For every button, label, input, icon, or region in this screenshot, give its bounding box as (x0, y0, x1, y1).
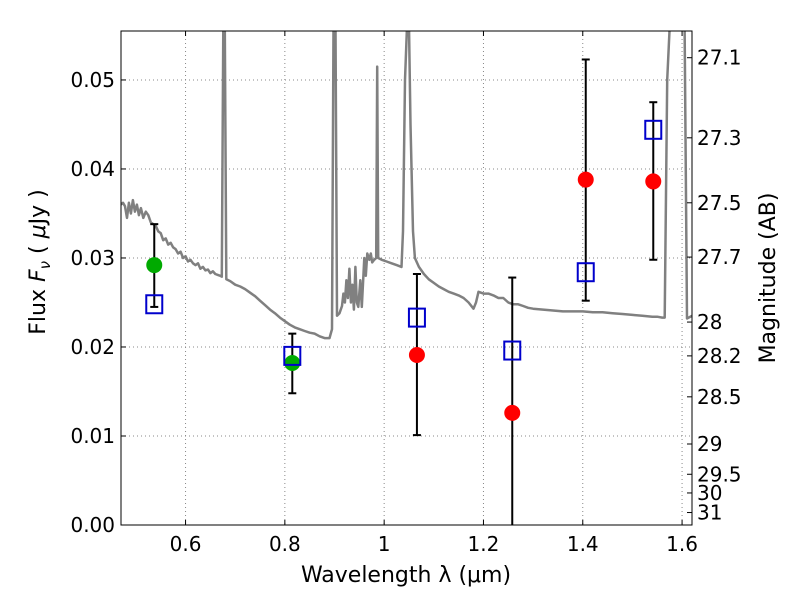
observed-point-green (284, 355, 301, 372)
x-tick-label: 0.8 (269, 532, 301, 556)
model-sed-line (121, 31, 692, 340)
observed-point-red (577, 171, 594, 188)
y2-tick-label: 28.2 (697, 344, 742, 368)
y-tick-label: 0.01 (70, 424, 115, 448)
observed-point-red (408, 346, 425, 363)
y-tick-label: 0.05 (70, 68, 115, 92)
x-tick-label: 1.4 (567, 532, 599, 556)
y-tick-label: 0.04 (70, 157, 115, 181)
model-photometry-square (145, 294, 164, 315)
y2-tick-label: 29.5 (697, 462, 742, 486)
x-tick-label: 1 (378, 532, 391, 556)
error-bar (508, 276, 517, 525)
y2-tick-label: 28 (697, 310, 722, 334)
y2-tick-label: 27.5 (697, 191, 742, 215)
y-tick-label: 0.00 (70, 513, 115, 537)
y2-tick-label: 31 (697, 501, 722, 525)
y2-tick-label: 27.1 (697, 46, 742, 70)
x-axis-label: Wavelength λ (μm) (301, 563, 511, 588)
x-axis: 0.6 0.8 1 1.2 1.4 1.6 (170, 31, 698, 556)
observed-point-red (645, 173, 662, 190)
plot-background (121, 31, 692, 525)
x-tick-label: 1.2 (468, 532, 500, 556)
model-photometry-square (283, 345, 302, 366)
observed-point-red (504, 404, 521, 421)
model-photometry-square (503, 340, 522, 361)
observed-point-green (146, 257, 163, 274)
y-tick-label: 0.02 (70, 335, 115, 359)
y-axis: 0.00 0.01 0.02 0.03 0.04 0.05 (70, 68, 126, 537)
plot-area (121, 31, 692, 525)
y-axis-label: Flux Fν ( μJy ) (26, 189, 54, 334)
model-photometry-square (644, 119, 663, 140)
y2-tick-label: 28.5 (697, 385, 742, 409)
y2-axis-label: Magnitude (AB) (756, 193, 781, 364)
model-photometry-square (407, 307, 426, 328)
y2-tick-label: 27.3 (697, 126, 742, 150)
model-photometry-square (576, 262, 595, 283)
y2-tick-label: 29 (697, 432, 722, 456)
y2-tick-label: 30 (697, 481, 722, 505)
plot-frame (120, 30, 693, 526)
y2-tick-label: 27.7 (697, 245, 742, 269)
y-tick-label: 0.03 (70, 246, 115, 270)
x-tick-label: 1.6 (666, 532, 698, 556)
x-tick-label: 0.6 (170, 532, 202, 556)
